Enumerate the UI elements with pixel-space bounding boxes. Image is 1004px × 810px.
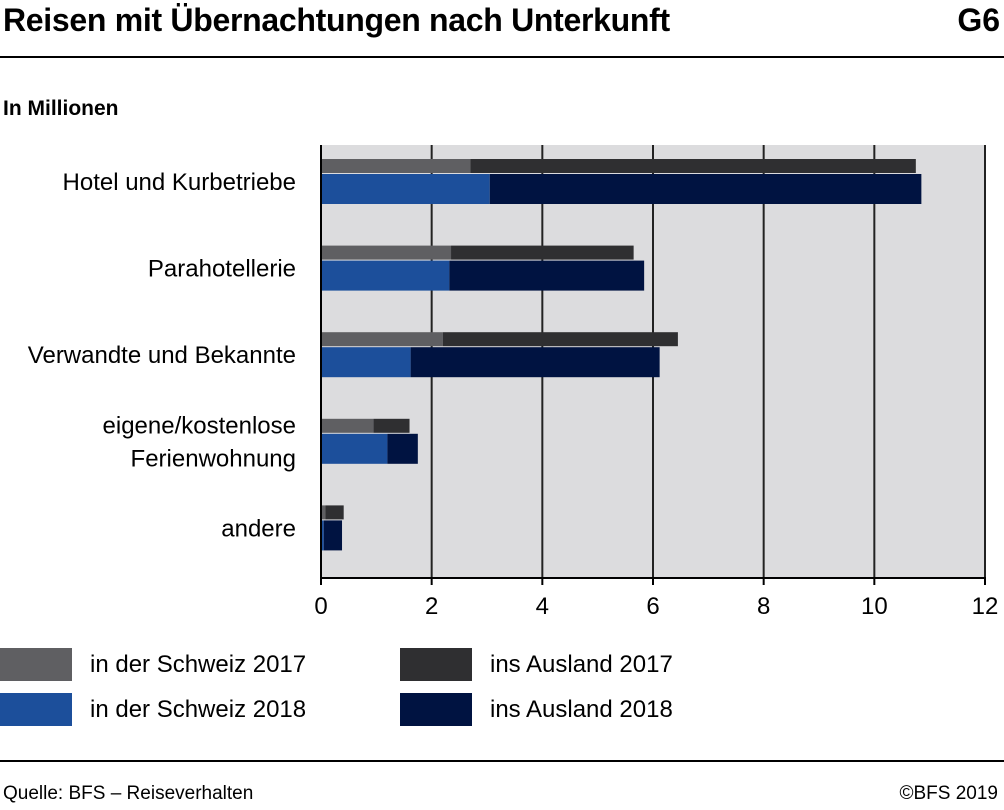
bars — [321, 159, 922, 551]
bar-2018-ch-1 — [321, 260, 450, 291]
legend: in der Schweiz 2017 ins Ausland 2017 in … — [0, 640, 1004, 730]
category-label: Hotel und Kurbetriebe — [63, 169, 296, 196]
bar-2017-ch-3 — [321, 418, 374, 433]
legend-swatch-ch-2017 — [0, 648, 72, 681]
bar-2018-abroad-0 — [489, 174, 922, 204]
category-labels: Hotel und Kurbetriebe Parahotellerie Verwa… — [28, 169, 296, 542]
x-tick-label: 8 — [757, 593, 770, 620]
x-axis: 0 2 4 6 8 10 12 — [314, 145, 998, 620]
x-tick-label: 4 — [536, 593, 549, 620]
x-tick-label: 6 — [646, 593, 659, 620]
bar-2017-ch-4 — [321, 505, 326, 520]
bar-2018-ch-0 — [321, 174, 490, 204]
bar-2018-abroad-3 — [387, 433, 418, 464]
chart-title: Reisen mit Übernachtungen nach Unterkunf… — [3, 2, 670, 38]
category-label: andere — [221, 515, 296, 542]
bar-2018-abroad-1 — [449, 260, 645, 291]
legend-label-ch-2018: in der Schweiz 2018 — [90, 695, 307, 723]
bar-2018-abroad-4 — [323, 520, 343, 551]
bar-2017-abroad-0 — [470, 159, 916, 173]
legend-label-ch-2017: in der Schweiz 2017 — [90, 650, 307, 678]
x-tick-label: 2 — [425, 593, 438, 620]
bar-2018-ch-3 — [321, 433, 388, 464]
unit-label: In Millionen — [3, 97, 119, 120]
bottom-rule — [0, 760, 1004, 762]
legend-item-abroad-2017: ins Ausland 2017 — [400, 648, 673, 681]
category-label: Ferienwohnung — [131, 445, 296, 472]
legend-item-ch-2017: in der Schweiz 2017 — [0, 648, 306, 681]
bar-2017-ch-1 — [321, 245, 452, 260]
bar-2017-abroad-4 — [325, 505, 344, 520]
x-tick-label: 12 — [972, 593, 999, 620]
legend-item-abroad-2018: ins Ausland 2018 — [400, 693, 673, 726]
bar-chart: 0 2 4 6 8 10 12 Hotel und Kurbetriebe Parahotel… — [28, 145, 998, 620]
x-tick-label: 0 — [314, 593, 327, 620]
bar-2017-abroad-1 — [451, 245, 634, 260]
legend-swatch-abroad-2017 — [400, 648, 472, 681]
x-tick-label: 10 — [861, 593, 888, 620]
figure-number: G6 — [957, 2, 1000, 38]
legend-label-abroad-2017: ins Ausland 2017 — [490, 650, 673, 678]
legend-swatch-abroad-2018 — [400, 693, 472, 726]
bar-2017-ch-2 — [321, 332, 443, 347]
legend-item-ch-2018: in der Schweiz 2018 — [0, 693, 306, 726]
category-label: eigene/kostenlose — [103, 412, 296, 439]
top-rule — [0, 56, 1004, 58]
bar-2018-ch-2 — [321, 347, 411, 378]
category-label: Parahotellerie — [148, 256, 296, 283]
legend-label-abroad-2018: ins Ausland 2018 — [490, 695, 673, 723]
legend-swatch-ch-2018 — [0, 693, 72, 726]
bar-2017-abroad-2 — [442, 332, 678, 347]
bar-2017-ch-0 — [321, 159, 471, 173]
copyright-note: ©BFS 2019 — [899, 783, 999, 804]
bar-2018-abroad-2 — [410, 347, 660, 378]
source-note: Quelle: BFS – Reiseverhalten — [3, 783, 254, 804]
category-label: Verwandte und Bekannte — [28, 342, 296, 369]
bar-2018-ch-4 — [321, 520, 324, 551]
bar-2017-abroad-3 — [373, 418, 410, 433]
